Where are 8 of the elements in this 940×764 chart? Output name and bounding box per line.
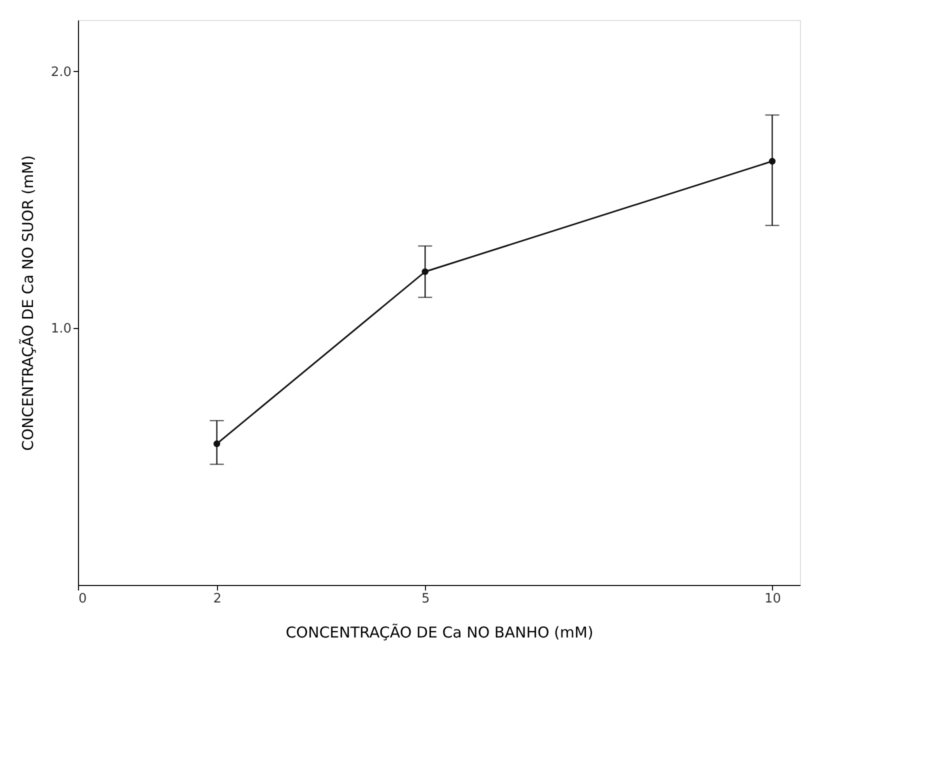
y-tick-label: 2.0 <box>50 64 72 80</box>
y-tick-label: 1.0 <box>50 322 72 337</box>
x-tick-label: 0 <box>78 592 87 606</box>
y-axis-title: CONCENTRAÇÃO DE Ca NO SUOR (mM) <box>18 155 37 451</box>
x-axis-title: CONCENTRAÇÃO DE Ca NO BANHO (mM) <box>286 624 594 642</box>
x-tick-label: 10 <box>764 592 782 606</box>
x-tick-label: 5 <box>421 592 430 606</box>
x-tick-label: 2 <box>213 592 222 606</box>
